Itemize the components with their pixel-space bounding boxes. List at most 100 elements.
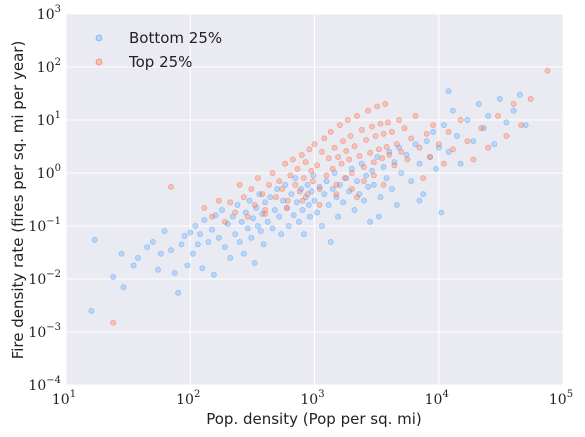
data-point [253, 204, 260, 211]
data-point [238, 218, 245, 225]
data-point [327, 239, 334, 245]
data-point [189, 250, 196, 257]
data-point [248, 186, 255, 192]
data-point [449, 107, 456, 114]
data-point [340, 138, 346, 144]
data-point [343, 175, 350, 181]
data-point [302, 159, 309, 166]
data-point [356, 152, 363, 159]
data-point [375, 146, 382, 153]
data-point [310, 172, 317, 179]
data-point [544, 67, 551, 74]
data-point [457, 160, 464, 167]
data-point [388, 128, 395, 135]
data-point [260, 241, 267, 248]
data-point [294, 165, 301, 172]
legend-item: Bottom 25% [95, 29, 222, 47]
data-point [445, 88, 452, 95]
data-point [475, 101, 482, 107]
data-point [358, 126, 365, 133]
data-point [346, 156, 352, 163]
data-point [333, 191, 340, 197]
data-point [278, 231, 285, 238]
data-point [311, 197, 318, 204]
data-point [408, 178, 415, 185]
data-point [250, 215, 256, 222]
data-point [244, 225, 251, 232]
x-tick-label: 101 [52, 389, 76, 408]
data-point [168, 183, 174, 190]
data-point [321, 191, 328, 197]
data-point [470, 156, 477, 163]
data-point [171, 270, 178, 276]
data-point [354, 112, 360, 119]
y-tick-label: 101 [37, 110, 61, 129]
data-point [187, 229, 194, 236]
data-point [457, 117, 464, 123]
data-point [343, 148, 350, 154]
data-point [316, 183, 323, 190]
data-point [496, 96, 503, 102]
data-point [325, 201, 332, 208]
data-point [423, 130, 430, 137]
data-point [157, 250, 164, 257]
data-point [314, 209, 320, 216]
x-tick-labels: 101 102 103 104 105 [52, 389, 573, 408]
data-point [351, 207, 358, 213]
data-point [358, 160, 365, 167]
data-point [267, 194, 274, 201]
data-point [464, 138, 471, 144]
data-point [323, 178, 330, 185]
data-point [306, 146, 313, 153]
data-point [269, 225, 276, 232]
data-point [311, 141, 318, 148]
data-point [393, 141, 400, 148]
data-point [285, 223, 292, 229]
data-point [262, 210, 268, 217]
data-point [370, 181, 377, 188]
data-point [144, 244, 151, 250]
data-point [296, 188, 303, 195]
data-point [354, 178, 360, 185]
data-points [88, 67, 551, 326]
data-point [209, 213, 215, 220]
data-point [212, 212, 219, 219]
data-point [316, 201, 323, 208]
data-point [227, 199, 234, 206]
data-point [199, 265, 206, 272]
data-point [527, 96, 534, 102]
data-point [227, 254, 234, 261]
data-point [363, 137, 369, 143]
data-point [398, 148, 405, 155]
data-point [386, 148, 393, 155]
data-point [308, 188, 315, 195]
data-point [360, 197, 367, 204]
data-point [412, 112, 419, 119]
data-point [251, 201, 258, 208]
y-tick-label: 10−3 [28, 322, 61, 341]
legend-label: Top 25% [128, 53, 192, 71]
data-point [244, 213, 251, 220]
data-point [279, 186, 286, 192]
data-point [379, 155, 385, 162]
data-point [292, 175, 299, 181]
data-point [365, 107, 371, 114]
data-point [440, 160, 447, 167]
data-point [354, 194, 360, 201]
data-point [348, 165, 355, 172]
data-point [240, 194, 247, 201]
series-top-25 [110, 67, 551, 326]
data-point [464, 117, 471, 123]
data-point [269, 170, 276, 176]
data-point [259, 191, 266, 197]
data-point [388, 186, 395, 192]
data-point [377, 120, 384, 127]
data-point [254, 223, 261, 229]
data-point [304, 181, 311, 188]
data-point [276, 178, 283, 185]
data-point [276, 213, 283, 220]
legend-label: Bottom 25% [129, 29, 222, 47]
data-point [420, 191, 427, 197]
data-point [445, 128, 452, 135]
data-point [300, 231, 307, 238]
